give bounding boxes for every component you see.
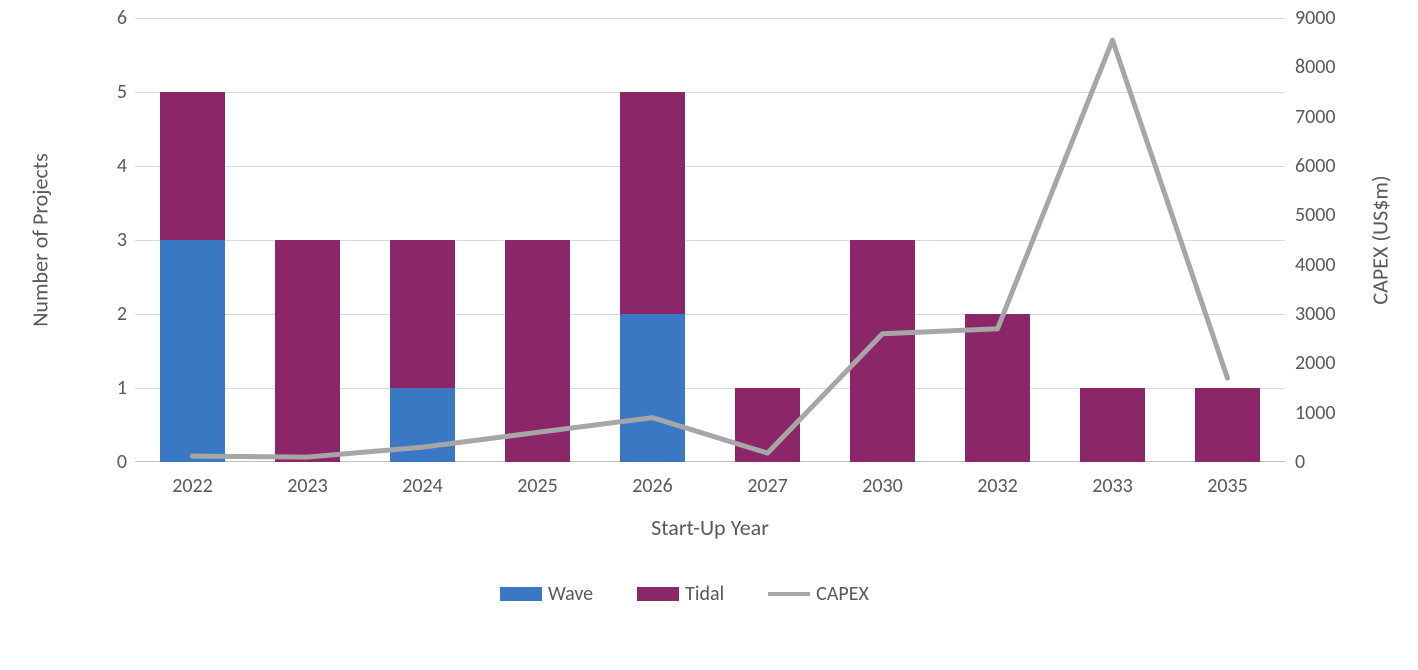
y-right-tick: 4000 [1295,255,1336,275]
x-tick: 2035 [1207,474,1248,498]
x-tick: 2023 [287,474,328,498]
y-right-tick: 5000 [1295,205,1336,225]
x-tick: 2025 [517,474,558,498]
x-tick: 2024 [402,474,443,498]
plot-area [135,18,1285,462]
bar-tidal [160,92,224,240]
bar-tidal [850,240,914,462]
y-left-tick: 0 [87,452,127,472]
bar-wave [390,388,454,462]
gridline [135,92,1285,93]
x-tick: 2022 [172,474,213,498]
y-right-tick: 2000 [1295,353,1336,373]
bar-tidal [275,240,339,462]
y-right-tick: 9000 [1295,8,1336,28]
y-right-tick: 3000 [1295,304,1336,324]
y-left-tick: 5 [87,82,127,102]
legend-label: Wave [548,582,593,606]
y-left-tick: 6 [87,8,127,28]
x-tick: 2033 [1092,474,1133,498]
bar-tidal [965,314,1029,462]
bar-tidal [1195,388,1259,462]
bar-wave [620,314,684,462]
y-right-tick: 0 [1295,452,1305,472]
legend-label: Tidal [685,582,724,606]
x-tick: 2026 [632,474,673,498]
gridline [135,166,1285,167]
legend: Wave Tidal CAPEX [500,582,869,606]
y-left-tick: 3 [87,230,127,250]
bar-wave [160,240,224,462]
legend-item-wave: Wave [500,582,593,606]
x-tick: 2030 [862,474,903,498]
y-left-tick: 4 [87,156,127,176]
legend-color-swatch [500,587,542,601]
bar-tidal [620,92,684,314]
bar-tidal [1080,388,1144,462]
y-axis-right-label: CAPEX (US$m) [1367,175,1394,304]
projects-capex-chart: Number of Projects CAPEX (US$m) Start-Up… [0,0,1418,670]
y-right-tick: 7000 [1295,107,1336,127]
bar-tidal [505,240,569,462]
legend-line-swatch [768,592,810,596]
y-axis-left-label: Number of Projects [27,153,54,327]
y-right-tick: 1000 [1295,403,1336,423]
legend-label: CAPEX [816,582,869,606]
legend-item-tidal: Tidal [637,582,724,606]
bar-tidal [735,388,799,462]
gridline [135,18,1285,19]
y-right-tick: 6000 [1295,156,1336,176]
bar-tidal [390,240,454,388]
x-tick: 2032 [977,474,1018,498]
y-left-tick: 2 [87,304,127,324]
y-right-tick: 8000 [1295,57,1336,77]
x-tick: 2027 [747,474,788,498]
legend-color-swatch [637,587,679,601]
y-left-tick: 1 [87,378,127,398]
x-axis-label: Start-Up Year [651,514,769,541]
legend-item-capex: CAPEX [768,582,869,606]
